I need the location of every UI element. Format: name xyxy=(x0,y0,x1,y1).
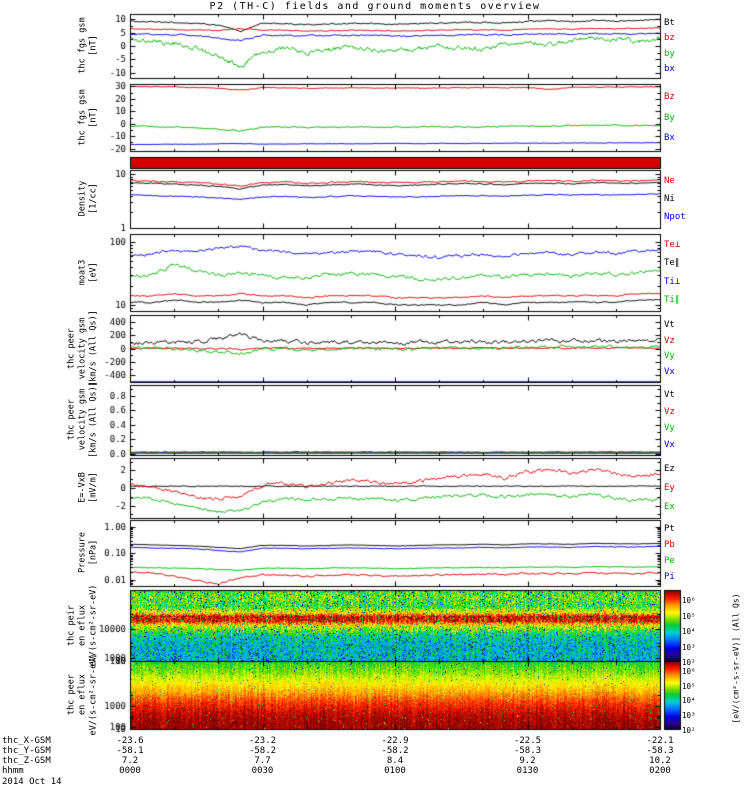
axis-row-value: 0000 xyxy=(119,766,141,776)
series-label: Ne xyxy=(664,175,675,186)
colorbar-tick-label: 10⁵ xyxy=(682,611,696,621)
axis-row-value: -58.3 xyxy=(646,746,674,756)
series-label: Vx xyxy=(664,440,675,450)
colorbar-tick-label: 10⁴ xyxy=(682,696,696,706)
axis-row-value: -22.1 xyxy=(646,736,674,746)
series-label: Pt xyxy=(664,524,675,535)
date-label: 2014 Oct 14 xyxy=(2,777,62,787)
colorbar-unit-label: [eV/(cm²-s-sr-eV)] (All Qs) xyxy=(731,593,741,724)
axis-row-value: -58.2 xyxy=(248,746,277,756)
series-label: Ni xyxy=(664,194,675,204)
panel-ylabel: thc peer xyxy=(66,399,77,440)
axis-row-value: 10.2 xyxy=(649,756,671,766)
colorbar-tick-label: 10⁶ xyxy=(682,596,696,606)
axis-row-value: 0030 xyxy=(251,766,274,776)
colorbar-tick-label: 10⁵ xyxy=(682,681,696,691)
series-label: Te∥ xyxy=(664,258,680,269)
axis-row-value: -22.5 xyxy=(513,736,542,746)
series-label: Vx xyxy=(664,367,675,378)
axis-row-label: thc_X-GSM xyxy=(2,736,51,746)
axis-row-value: 0100 xyxy=(384,766,406,776)
series-label: Vy xyxy=(664,423,675,434)
axis-row-value: -23.6 xyxy=(116,736,144,746)
series-label: Ti⊥ xyxy=(664,276,681,287)
panel-ylabel: eV/(s-cm²-sr-eV) xyxy=(88,653,99,736)
series-label: Ey xyxy=(664,483,675,493)
axis-row-value: -58.2 xyxy=(381,746,409,756)
series-label: bx xyxy=(664,63,675,74)
series-label: Vz xyxy=(664,406,675,417)
axis-row-value: -23.2 xyxy=(248,736,277,746)
axis-row-value: -22.9 xyxy=(381,736,409,746)
series-label: Bt xyxy=(664,18,675,29)
axis-row-label: hhmm xyxy=(2,766,24,776)
panel-ylabel: en eflux xyxy=(77,674,88,715)
series-label: By xyxy=(664,112,675,123)
series-label: Ti∥ xyxy=(664,295,680,305)
series-label: Ez xyxy=(664,464,675,475)
series-label: Pb xyxy=(664,540,675,551)
series-label: Vt xyxy=(664,319,675,330)
series-label: Vz xyxy=(664,335,675,346)
series-label: Pi xyxy=(664,571,675,582)
colorbar-tick-label: 10³ xyxy=(682,642,696,652)
axis-row-value: 0130 xyxy=(516,766,539,776)
axis-row-label: thc_Y-GSM xyxy=(2,746,51,756)
series-label: Pe xyxy=(664,555,675,566)
series-label: Vy xyxy=(664,351,675,362)
axis-row-value: -58.3 xyxy=(513,746,542,756)
series-label: bz xyxy=(664,33,675,44)
colorbar-tick-label: 10⁶ xyxy=(682,666,696,676)
series-label: Te⊥ xyxy=(664,240,681,250)
series-label: Bx xyxy=(664,133,675,144)
series-label: Vt xyxy=(664,390,675,400)
panel-ylabel: thc peer xyxy=(66,674,77,715)
axis-row-value: 7.2 xyxy=(121,756,139,766)
colorbar-tick-label: 10³ xyxy=(682,711,696,721)
axis-row-value: 8.4 xyxy=(386,756,404,766)
axis-row-value: 7.7 xyxy=(254,756,271,766)
axis-row-value: -58.1 xyxy=(116,746,144,756)
colorbar-tick-label: 10² xyxy=(682,726,696,735)
axis-row-value: 0200 xyxy=(649,766,671,776)
axis-row-label: thc_Z-GSM xyxy=(2,756,51,766)
series-label: Ex xyxy=(664,501,675,512)
series-label: Npot xyxy=(664,212,686,223)
chart-title: P2 (TH-C) fields and ground moments over… xyxy=(209,1,541,12)
series-label: Bz xyxy=(664,91,675,102)
colorbar-tick-label: 10² xyxy=(682,658,696,667)
series-label: by xyxy=(664,48,675,59)
axis-row-value: 9.2 xyxy=(519,756,536,766)
colorbar-tick-label: 10⁴ xyxy=(682,627,696,637)
